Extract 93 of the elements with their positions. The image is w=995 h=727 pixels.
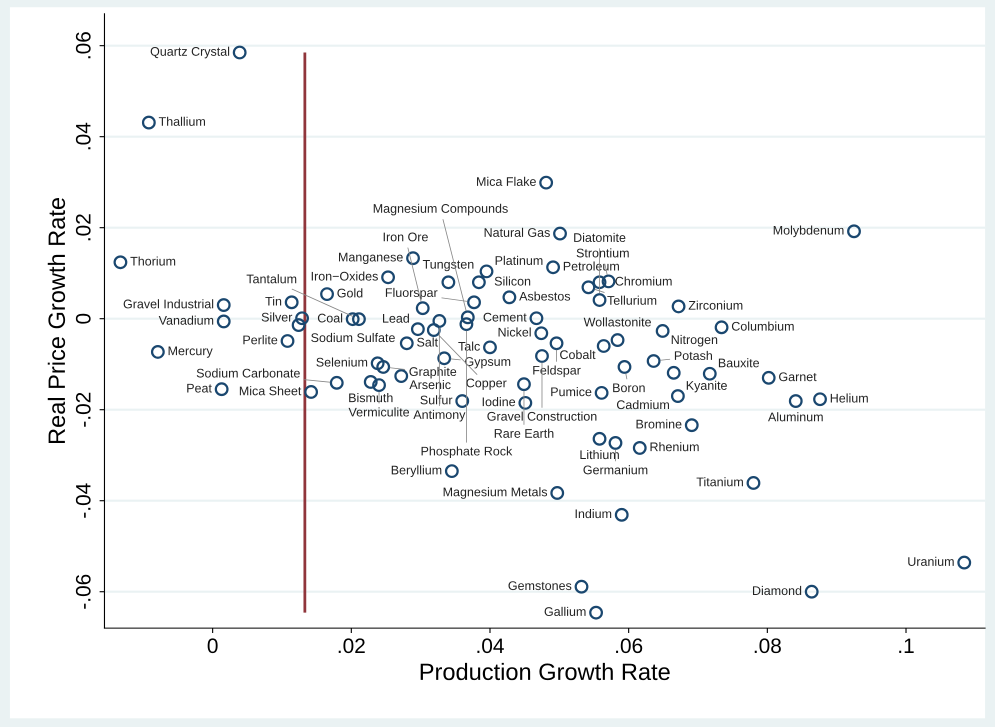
annotation: Fluorspar — [386, 288, 438, 300]
x-tick-label: .02 — [338, 638, 365, 654]
annotation: Nitrogen — [672, 334, 718, 347]
x-tick-label: .04 — [477, 638, 504, 654]
annotation: Peat — [187, 384, 212, 393]
annotation: Feldspar — [533, 365, 581, 378]
annotation: Wollastonite — [584, 317, 651, 326]
y-tick-label: -.04 — [76, 483, 91, 518]
annotation: Selenium — [316, 357, 368, 367]
y-axis-title: Real Price Growth Rate — [48, 198, 66, 444]
annotation: Titanium — [696, 477, 743, 486]
annotation: Kyanite — [686, 380, 727, 392]
annotation: Gold — [337, 288, 362, 298]
annotation: Mica Flake — [477, 176, 536, 186]
y-tick-label: -.02 — [76, 392, 91, 427]
annotation: Magnesium Metals — [444, 487, 548, 499]
annotation: Rare Earth — [494, 428, 554, 438]
annotation: Strontium — [576, 248, 629, 258]
annotation: Natural Gas — [484, 228, 550, 237]
x-axis-title: Production Growth Rate — [420, 662, 670, 680]
annotation: Bismuth — [349, 393, 392, 402]
annotation: Phosphate Rock — [422, 446, 512, 458]
annotation: Gypsum — [465, 357, 510, 368]
annotation: Asbestos — [519, 291, 570, 301]
annotation: Vermiculite — [348, 407, 410, 417]
annotation: Helium — [830, 393, 868, 403]
annotation: Potash — [674, 350, 712, 360]
annotation: Salt — [417, 337, 438, 347]
annotation: Mercury — [168, 346, 213, 358]
x-tick-label: 0 — [208, 638, 218, 654]
annotation: Antimony — [413, 410, 466, 422]
annotation: Perlite — [243, 335, 278, 344]
annotation: Tellurium — [607, 296, 656, 305]
annotation: Nickel — [498, 327, 531, 337]
annotation: Platinum — [496, 256, 542, 265]
annotation: Cement — [484, 312, 527, 322]
annotation: Tantalum — [246, 274, 296, 284]
y-tick-label: .06 — [76, 32, 91, 58]
annotation: Vanadium — [158, 316, 214, 325]
y-tick-label: -.06 — [76, 574, 91, 609]
annotation: Diatomite — [574, 232, 626, 242]
annotation: Aluminum — [768, 412, 823, 422]
annotation: Mica Sheet — [240, 386, 302, 396]
annotation: Chromium — [615, 276, 672, 286]
annotation: Iron−Oxides — [312, 271, 378, 281]
annotation: Iodine — [482, 397, 516, 406]
annotation: Magnesium Compounds — [374, 204, 508, 216]
annotation: Lead — [383, 314, 409, 323]
annotation: Coal — [318, 313, 342, 323]
annotation: Pumice — [551, 387, 592, 396]
annotation: Sulfur — [420, 395, 452, 404]
annotation: Tungsten — [422, 260, 474, 272]
annotation: Diamond — [752, 586, 802, 596]
annotation: Beryllium — [392, 465, 442, 477]
y-tick-label: .04 — [76, 122, 91, 150]
annotation: Cobalt — [560, 350, 596, 360]
annotation: Gemstones — [508, 581, 572, 590]
annotation: Boron — [613, 383, 645, 392]
annotation: Graphite — [409, 366, 456, 379]
y-tick-label: 0 — [76, 314, 91, 324]
annotation: Uranium — [908, 556, 954, 566]
annotation: Molybdenum — [774, 226, 844, 238]
annotation: Tin — [265, 296, 282, 306]
annotation: Thallium — [158, 116, 205, 126]
annotation: Columbium — [732, 322, 794, 331]
x-tick-label: .06 — [616, 638, 642, 654]
annotation: Rhenium — [650, 442, 699, 452]
annotation: Petroleum — [564, 261, 619, 271]
annotation: Gallium — [544, 606, 586, 616]
annotation: Lithium — [580, 450, 619, 460]
annotation: Talc — [458, 342, 480, 351]
y-tick-label: .02 — [76, 214, 91, 240]
x-tick-label: .1 — [899, 638, 914, 653]
annotation: Germanium — [583, 465, 648, 474]
annotation: Sodium Carbonate — [196, 368, 300, 378]
annotation: Silver — [262, 312, 292, 322]
annotation: Silicon — [494, 276, 530, 286]
annotation: Iron Ore — [384, 232, 428, 242]
annotation: Zirconium — [688, 300, 742, 310]
annotation: Gravel Industrial — [124, 299, 214, 308]
x-tick-label: .08 — [754, 638, 781, 654]
annotation: Bauxite — [718, 358, 760, 368]
annotation: Manganese — [339, 252, 403, 264]
annotation: Quartz Crystal — [150, 46, 230, 58]
annotation: Gravel Construction — [487, 412, 596, 421]
annotation: Garnet — [779, 372, 817, 382]
annotation: Copper — [466, 378, 507, 390]
annotation: Arsenic — [409, 380, 451, 390]
annotation: Cadmium — [616, 400, 669, 410]
annotation: Thorium — [130, 256, 176, 266]
annotation: Indium — [576, 508, 612, 518]
annotation: Bromine — [636, 419, 682, 429]
annotation: Sodium Sulfate — [311, 332, 395, 342]
